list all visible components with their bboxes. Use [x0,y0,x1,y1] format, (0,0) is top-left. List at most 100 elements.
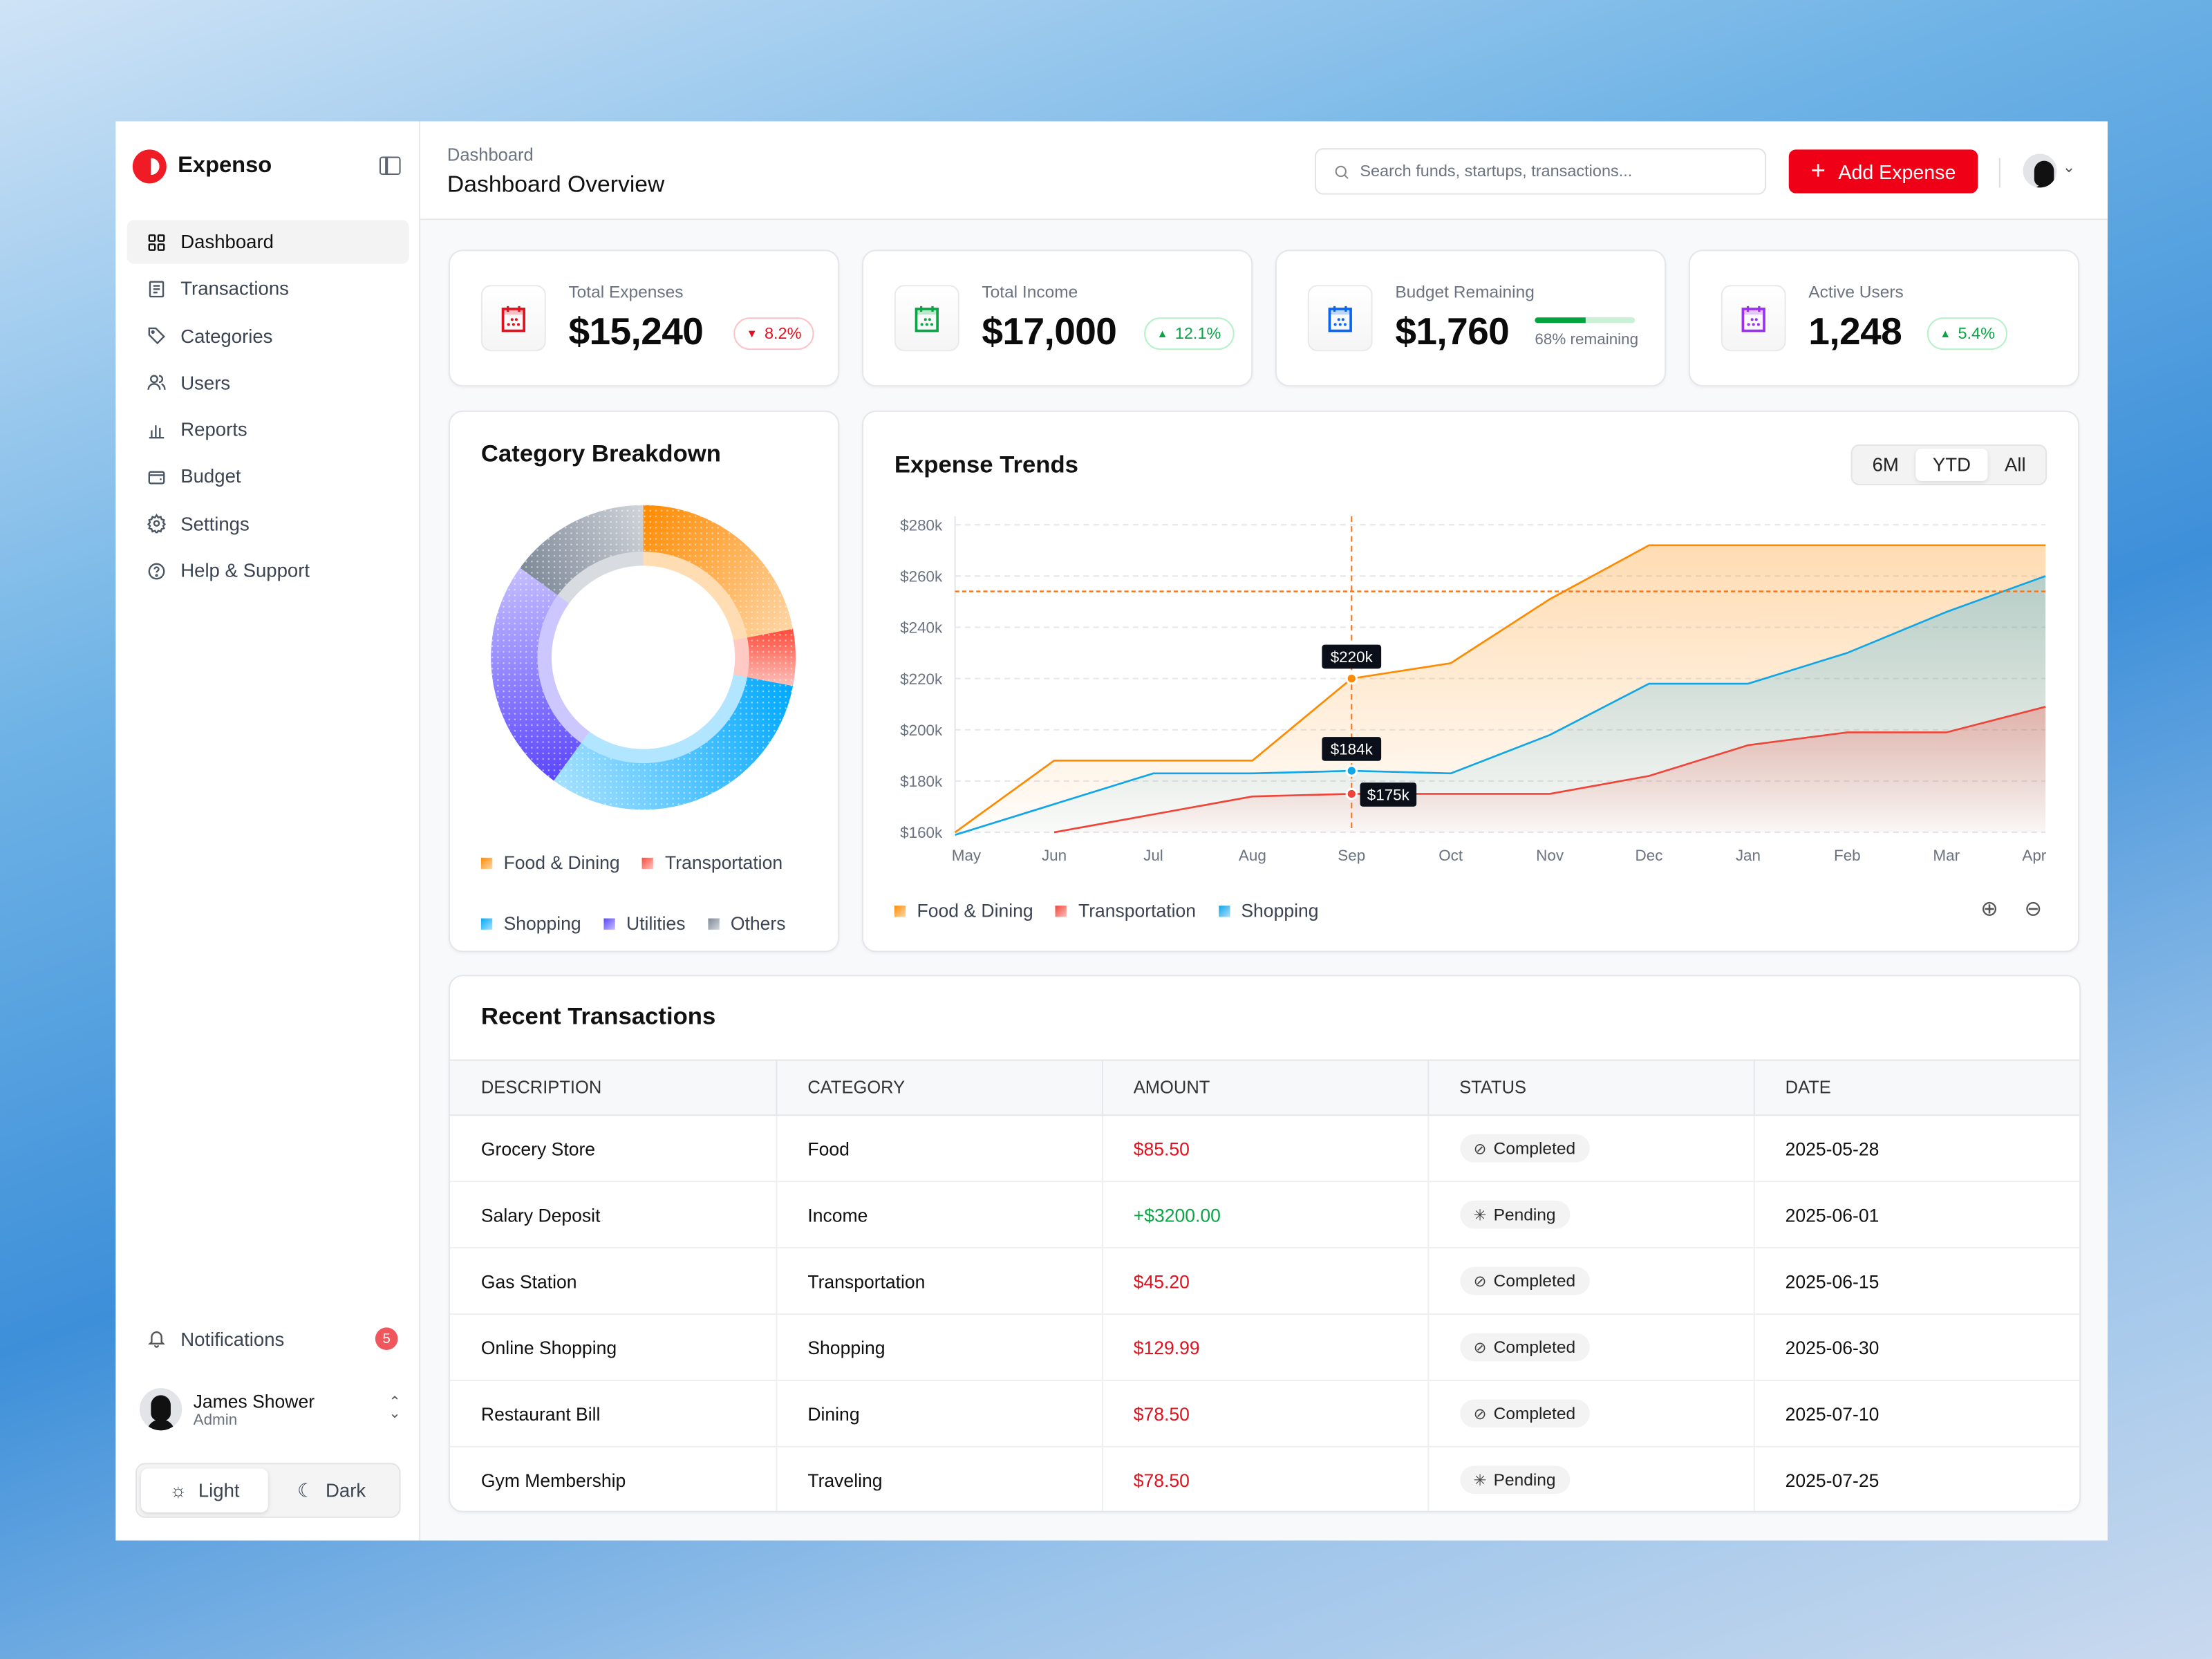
donut-inner-band [537,595,590,743]
category-cell: Traveling [776,1446,1103,1511]
theme-light-button[interactable]: ☼ Light [141,1468,268,1512]
top-header: Dashboard Dashboard Overview Search fund… [420,121,2108,221]
x-tick-label: Jun [1042,847,1067,864]
status-badge: ⊘ Completed [1459,1134,1590,1163]
legend-label: Shopping [1241,900,1319,921]
sidebar-item-categories[interactable]: Categories [127,314,409,357]
series-line[interactable] [955,575,2046,836]
x-tick-label: May [952,847,982,864]
budget-progress-bar [1535,317,1635,324]
change-badge: ▼ 8.2% [733,317,814,350]
sidebar-item-help-support[interactable]: Help & Support [127,549,409,592]
range-ytd[interactable]: YTD [1915,448,1988,481]
legend-swatch [480,917,493,929]
table-row[interactable]: Online Shopping Shopping $129.99 ⊘ Completed… [450,1314,2080,1381]
table-row[interactable]: Restaurant Bill Dining $78.50 ⊘ Completed 202… [450,1380,2080,1447]
sidebar-nav: Dashboard Transactions Categories Users Repo… [126,220,409,596]
expense-trends-title: Expense Trends [894,451,1078,478]
status-badge: ⊘ Completed [1459,1266,1590,1295]
stat-card-total-expenses: Total Expenses $15,240 ▼ 8.2% [448,250,840,387]
series-line[interactable] [1053,706,2046,834]
table-row[interactable]: Gas Station Transportation $45.20 ⊘ Complete… [450,1248,2080,1315]
expense-trends-card: $160k $180k $200k $220k $240k $260k $280k May Ju… [861,410,2080,953]
zoom-out-icon[interactable]: ⊖ [2024,897,2043,921]
slice-texture [554,677,794,810]
trend-legend: Food & Dining Transportation Shopping [894,900,1341,921]
legend-item[interactable]: Transportation [642,852,782,873]
date-cell: 2025-06-15 [1753,1248,2080,1315]
x-tick-label: Mar [1933,847,1960,864]
calendar-icon [1307,285,1373,352]
triangle-up-icon: ▲ [1940,327,1951,340]
notifications-item[interactable]: Notifications 5 [147,1327,398,1351]
check-circle-icon: ⊘ [1473,1405,1487,1423]
logo[interactable]: Expenso [132,149,272,184]
category-cell: Transportation [776,1248,1103,1315]
tag-icon [148,327,165,345]
sidebar-item-label: Transactions [180,278,289,300]
y-tick-label: $160k [900,824,943,841]
sidebar-item-reports[interactable]: Reports [127,408,409,451]
status-label: Pending [1493,1470,1556,1490]
notifications-badge: 5 [375,1327,398,1351]
legend-item[interactable]: Food & Dining [894,900,1033,921]
range-6m[interactable]: 6M [1872,454,1899,476]
table-row[interactable]: Grocery Store Food $85.50 ⊘ Completed 2025-05… [450,1115,2080,1183]
data-point[interactable] [1345,672,1358,685]
legend-item[interactable]: Utilities [603,912,686,934]
breadcrumb[interactable]: Dashboard [447,145,534,165]
triangle-up-icon: ▲ [1156,327,1168,340]
legend-swatch [642,856,654,869]
add-expense-button[interactable]: + Add Expense [1788,149,1978,194]
date-cell: 2025-05-28 [1753,1115,2080,1183]
notifications-label: Notifications [180,1328,285,1350]
zoom-in-icon[interactable]: ⊕ [1980,897,1998,921]
sidebar-toggle-icon[interactable] [379,156,401,176]
chevron-down-icon[interactable]: ⌄ [2062,159,2076,177]
sidebar-item-settings[interactable]: Settings [127,502,409,545]
donut-inner-band [643,551,747,641]
theme-dark-button[interactable]: ☾ Dark [268,1468,395,1512]
legend-item[interactable]: Food & Dining [480,852,620,873]
legend-item[interactable]: Shopping [1218,900,1319,921]
wallet-icon [148,471,165,485]
stat-label: Total Expenses [568,282,684,302]
data-point[interactable] [1345,765,1358,777]
calendar-icon [480,285,546,352]
sidebar-item-transactions[interactable]: Transactions [127,267,409,310]
category-breakdown-title: Category Breakdown [480,440,721,467]
transactions-table: DESCRIPTION CATEGORY AMOUNT STATUS DATE Groc… [450,1059,2080,1511]
sidebar-item-dashboard[interactable]: Dashboard [126,220,409,264]
search-input[interactable]: Search funds, startups, transactions... [1315,148,1767,195]
legend-item[interactable]: Others [708,912,785,934]
y-tick-label: $220k [900,671,943,688]
legend-item[interactable]: Shopping [480,912,581,934]
donut-inner-band [557,551,644,604]
sidebar-item-users[interactable]: Users [127,361,409,404]
check-circle-icon: ⊘ [1473,1273,1487,1291]
donut-legend: Food & Dining Transportation Shopping Utili… [480,852,834,934]
data-point[interactable] [1345,787,1358,800]
page-title: Dashboard Overview [447,171,665,198]
description-cell: Restaurant Bill [450,1380,777,1447]
transactions-title: Recent Transactions [480,1003,716,1030]
table-row[interactable]: Salary Deposit Income +$3200.00 ✳ Pending 202… [450,1181,2080,1249]
legend-label: Food & Dining [917,900,1033,921]
help-icon [148,562,165,579]
moon-icon: ☾ [297,1479,315,1501]
series-line[interactable] [954,544,2046,834]
sidebar-item-budget[interactable]: Budget [127,455,409,498]
logo-icon [132,149,167,184]
y-tick-label: $200k [900,722,943,739]
loader-icon: ✳ [1473,1206,1487,1224]
user-menu[interactable]: James Shower Admin ⌃ ⌄ [140,1388,401,1431]
legend-item[interactable]: Transportation [1056,900,1196,921]
status-badge: ⊘ Completed [1459,1333,1590,1362]
range-all[interactable]: All [2004,454,2026,476]
category-cell: Food [776,1115,1103,1183]
check-circle-icon: ⊘ [1473,1140,1487,1158]
slice-texture [643,505,794,638]
legend-swatch [708,917,720,929]
header-avatar[interactable] [2023,153,2057,188]
table-row[interactable]: Gym Membership Traveling $78.50 ✳ Pending 202… [450,1446,2079,1511]
